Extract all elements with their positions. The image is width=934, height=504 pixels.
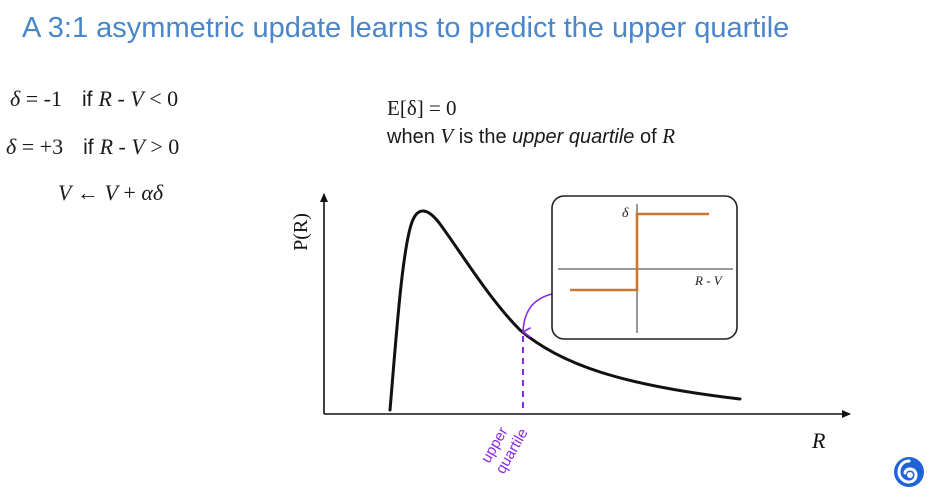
expectation-v: V xyxy=(440,124,454,148)
rule2-if: if xyxy=(83,136,94,159)
density-curve xyxy=(388,209,742,412)
rule1-if: if xyxy=(81,88,93,111)
rule1-v: V xyxy=(130,86,144,111)
update-v2: V xyxy=(104,180,118,205)
inset-y-label: δ xyxy=(622,206,629,221)
rule1-value: -1 xyxy=(43,86,62,111)
update-alpha: α xyxy=(141,180,153,205)
expectation-when: when xyxy=(387,126,441,148)
update-delta: δ xyxy=(152,180,164,205)
expectation-r: R xyxy=(662,124,676,148)
rule1-eq: = xyxy=(20,86,44,111)
rule2-r: R xyxy=(99,134,114,159)
slide-title: A 3:1 asymmetric update learns to predic… xyxy=(22,12,790,44)
rule2-cmp: > xyxy=(144,134,169,159)
rule-negative: δ = -1 if R - V < 0 xyxy=(10,86,178,112)
rule1-zero: 0 xyxy=(167,86,179,111)
rule1-delta: δ xyxy=(10,86,21,111)
expectation-is-the: is the xyxy=(453,126,513,148)
rule2-eq: = xyxy=(16,134,40,159)
update-arrow: ← xyxy=(71,180,105,205)
expectation-upper-quartile: upper quartile xyxy=(512,126,635,148)
rule1-r: R xyxy=(98,86,112,111)
update-rule: V ← V + αδ xyxy=(58,180,163,206)
inset-step-line xyxy=(570,212,709,292)
update-v1: V xyxy=(58,180,72,205)
inset-connector-arrow xyxy=(523,293,553,332)
inset-frame xyxy=(551,195,738,340)
rule2-delta: δ xyxy=(6,134,17,159)
expectation-line2: when V is the upper quartile of R xyxy=(387,122,675,151)
rule2-value: +3 xyxy=(39,134,64,159)
rule-positive: δ = +3 if R - V > 0 xyxy=(6,134,179,160)
x-axis-label: R xyxy=(811,428,826,453)
rule2-zero: 0 xyxy=(168,134,180,159)
rule2-minus: - xyxy=(113,134,132,159)
expectation-of: of xyxy=(634,126,663,148)
rule1-cmp: < xyxy=(143,86,168,111)
inset-step-function: δ R - V xyxy=(551,195,738,340)
y-axis-label: P(R) xyxy=(290,213,312,251)
rule1-minus: - xyxy=(111,86,131,111)
expectation-note: E[δ] = 0 when V is the upper quartile of… xyxy=(387,94,675,151)
update-plus: + xyxy=(117,180,142,205)
deepmind-logo-icon xyxy=(894,457,924,487)
inset-x-label: R - V xyxy=(694,273,724,288)
rule2-v: V xyxy=(131,134,145,159)
expectation-line1: E[δ] = 0 xyxy=(387,96,457,120)
upper-quartile-label: upper quartile xyxy=(477,417,532,477)
